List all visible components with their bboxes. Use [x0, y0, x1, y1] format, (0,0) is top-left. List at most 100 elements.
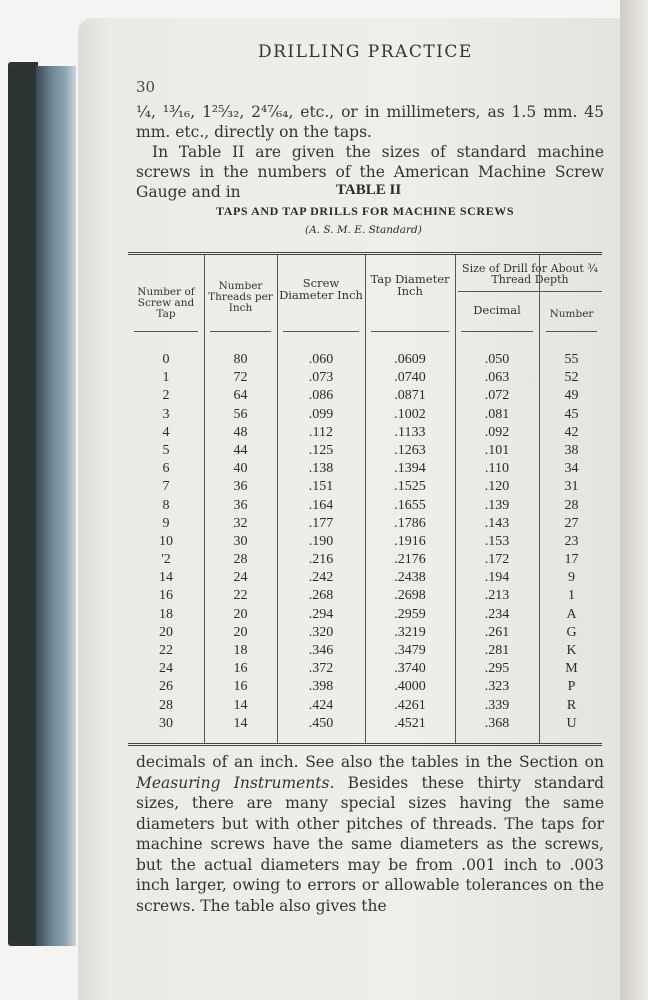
table-cell: P — [567, 679, 576, 695]
table-cell: 72 — [233, 370, 248, 386]
table-cell: 28 — [159, 697, 173, 713]
table-cell: .099 — [308, 406, 334, 422]
table-cell: .143 — [484, 515, 510, 531]
table-cell: 49 — [564, 388, 579, 404]
group-divider — [458, 291, 602, 292]
table-cell: 9 — [568, 570, 575, 586]
text-run: decimals of an inch. See also the tables… — [136, 753, 604, 771]
table-cell: 55 — [564, 352, 579, 367]
table-cell: R — [566, 697, 577, 713]
table-cell: .050 — [484, 352, 510, 367]
table-cell: .172 — [484, 552, 510, 568]
facing-page-edge — [620, 0, 648, 1000]
table-cell: .294 — [308, 606, 334, 622]
table-cell: .194 — [484, 570, 510, 586]
table-cell: 16 — [233, 679, 248, 695]
table-cell: .125 — [308, 442, 334, 458]
table-cell: 1 — [162, 370, 170, 386]
table-cell: .139 — [484, 497, 510, 513]
table-cell: .372 — [308, 661, 334, 677]
table-cell: 45 — [564, 406, 579, 422]
table-cell: .1525 — [394, 479, 426, 495]
table-cell: .2698 — [394, 588, 426, 604]
group-header: Size of Drill for About ¾ Thread Depth — [462, 262, 598, 286]
table-cell: 17 — [564, 552, 579, 568]
column-header: Number — [549, 308, 594, 320]
table-cell: 42 — [564, 424, 579, 440]
table-cell: 28 — [564, 497, 579, 513]
table-cell: .4261 — [394, 697, 426, 713]
table-cell: .1394 — [394, 461, 426, 477]
table-cell: 40 — [233, 461, 248, 477]
table-cell: .190 — [308, 533, 334, 549]
table-cell: 26 — [159, 679, 173, 695]
table-cell: .0871 — [394, 388, 426, 404]
table-cell: 52 — [564, 370, 579, 386]
table-cell: 30 — [159, 715, 173, 731]
table-title: TABLE II — [336, 182, 402, 198]
top-text: ¼, ¹³⁄₁₆, 1²⁵⁄₃₂, 2⁴⁷⁄₆₄, etc., or in mi… — [136, 102, 604, 202]
table-cell: 16 — [159, 588, 173, 604]
table-cell: 18 — [159, 606, 173, 622]
paragraph: ¼, ¹³⁄₁₆, 1²⁵⁄₃₂, 2⁴⁷⁄₆₄, etc., or in mi… — [136, 103, 604, 141]
table-cell: 1 — [568, 588, 575, 604]
table-cell: .063 — [484, 370, 510, 386]
table-cell: .213 — [484, 588, 510, 604]
table-cell: .138 — [308, 461, 334, 477]
running-head: DRILLING PRACTICE — [258, 42, 473, 62]
table-cell: 36 — [233, 497, 248, 513]
table-cell: 3 — [162, 406, 170, 422]
table-cell: A — [566, 606, 577, 622]
table-cell: .242 — [308, 570, 334, 586]
table-cell: 32 — [233, 515, 248, 531]
table-subtitle: TAPS AND TAP DRILLS FOR MACHINE SCREWS — [216, 204, 515, 218]
table-cell: 31 — [564, 479, 579, 495]
data-table: Number of Screw and Tap 0 1 2 3 4 5 6 7 8 9 10'2 14… — [128, 252, 602, 746]
table-cell: 4 — [162, 424, 170, 440]
table-cell: 14 — [233, 715, 248, 731]
table-cell: .281 — [484, 643, 510, 658]
table-cell: 0 — [162, 352, 170, 367]
table-cell: .368 — [484, 715, 510, 731]
table-cell: .2438 — [394, 570, 426, 586]
table-cell: 14 — [233, 697, 248, 713]
table-cell: 2 — [162, 388, 170, 404]
table-cell: 80 — [233, 352, 248, 367]
table-cell: 9 — [162, 515, 170, 531]
table-cell: .268 — [308, 588, 334, 604]
table-cell: 18 — [233, 643, 248, 658]
table-cell: 34 — [564, 461, 579, 477]
table-cell: K — [566, 643, 577, 658]
table-cell: .086 — [308, 388, 334, 404]
table-cell: 20 — [233, 606, 248, 622]
table-cell: 56 — [233, 406, 248, 422]
table-cell: '2 — [161, 552, 171, 568]
table-cell: .323 — [484, 679, 510, 695]
table-cell: 48 — [233, 424, 248, 440]
table-cell: 23 — [564, 533, 579, 549]
table-cell: 16 — [233, 661, 248, 677]
table-cell: 64 — [233, 388, 248, 404]
table-cell: .120 — [484, 479, 510, 495]
column-header: Number Threads per Inch — [208, 280, 273, 314]
table-cell: .4521 — [394, 715, 426, 731]
table-cell: .261 — [484, 624, 510, 640]
paragraph: decimals of an inch. See also the tables… — [136, 752, 604, 916]
table-cell: 8 — [162, 497, 170, 513]
table-cell: .1002 — [394, 406, 426, 422]
page-number: 30 — [136, 78, 156, 96]
table-cell: .1263 — [394, 442, 426, 458]
table-cell: 44 — [233, 442, 248, 458]
table-cell: .1916 — [394, 533, 426, 549]
table-cell: .112 — [309, 424, 333, 440]
table-cell: .151 — [308, 479, 334, 495]
table-cell: .1786 — [394, 515, 426, 531]
table-cell: .072 — [484, 388, 510, 404]
table-cell: .1133 — [394, 424, 426, 440]
book-cover — [8, 62, 38, 946]
table-cell: .060 — [308, 352, 334, 367]
table-cell: M — [565, 661, 578, 677]
column-screw-number: Number of Screw and Tap 0 1 2 3 4 5 6 7 8 9 10 '2 14… — [128, 255, 205, 743]
table-cell: G — [566, 624, 577, 640]
table-cell: .081 — [484, 406, 510, 422]
